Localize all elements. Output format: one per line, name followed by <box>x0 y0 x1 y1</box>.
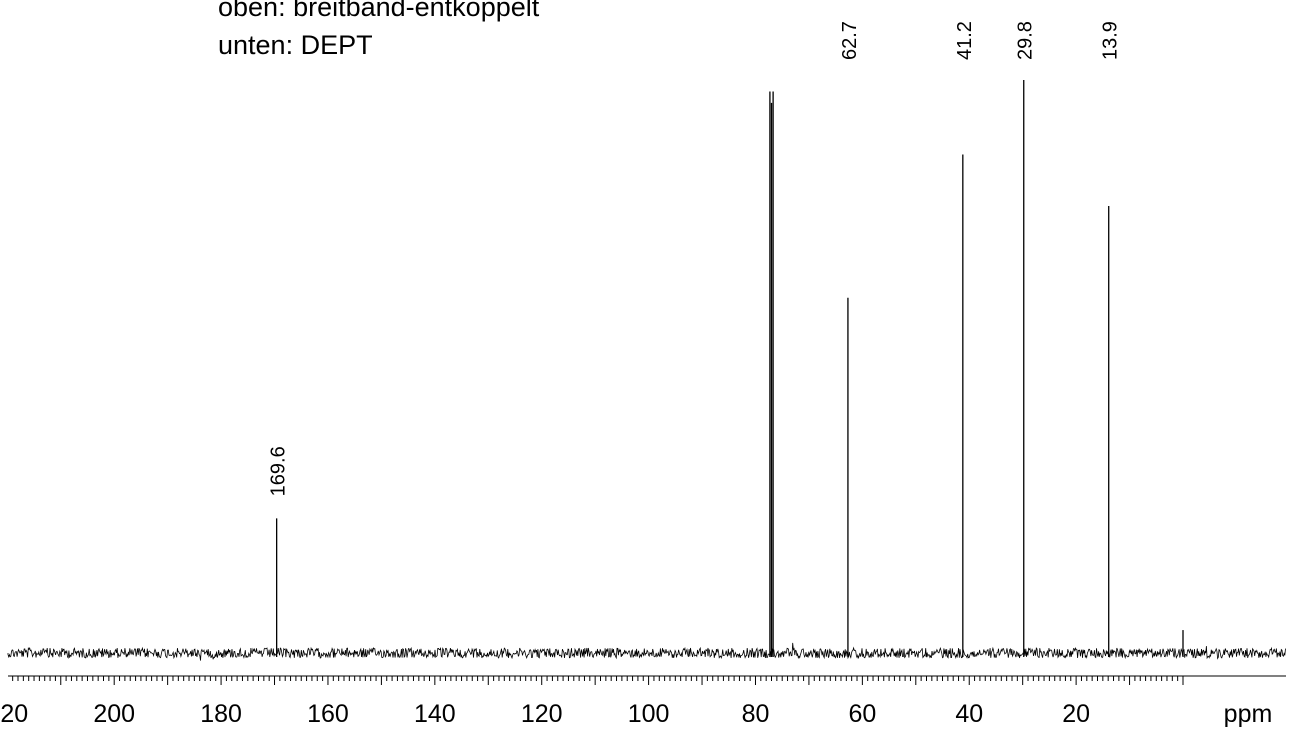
x-tick-label-8: 60 <box>848 700 876 728</box>
x-tick-label-0: 220 <box>0 700 28 728</box>
header-line-2: unten: DEPT <box>218 30 373 60</box>
x-tick-label-2: 180 <box>200 700 242 728</box>
baseline-noise <box>7 642 1286 661</box>
x-tick-label-7: 80 <box>742 700 770 728</box>
peak-label-5: 41.2 <box>954 21 976 60</box>
x-tick-label-6: 100 <box>628 700 670 728</box>
peak-label-6: 29.8 <box>1015 21 1037 60</box>
peak-label-7: 13.9 <box>1100 21 1122 60</box>
x-tick-label-3: 160 <box>307 700 349 728</box>
x-tick-label-10: 20 <box>1062 700 1090 728</box>
x-axis-unit-label: ppm <box>1224 700 1273 728</box>
x-tick-label-4: 140 <box>414 700 456 728</box>
header-line-1: oben: breitband-entkoppelt <box>218 0 540 22</box>
peak-label-4: 62.7 <box>839 21 861 60</box>
peak-label-0: 169.6 <box>268 446 290 496</box>
x-tick-label-1: 200 <box>93 700 135 728</box>
x-tick-label-5: 120 <box>521 700 563 728</box>
x-tick-label-9: 40 <box>955 700 983 728</box>
